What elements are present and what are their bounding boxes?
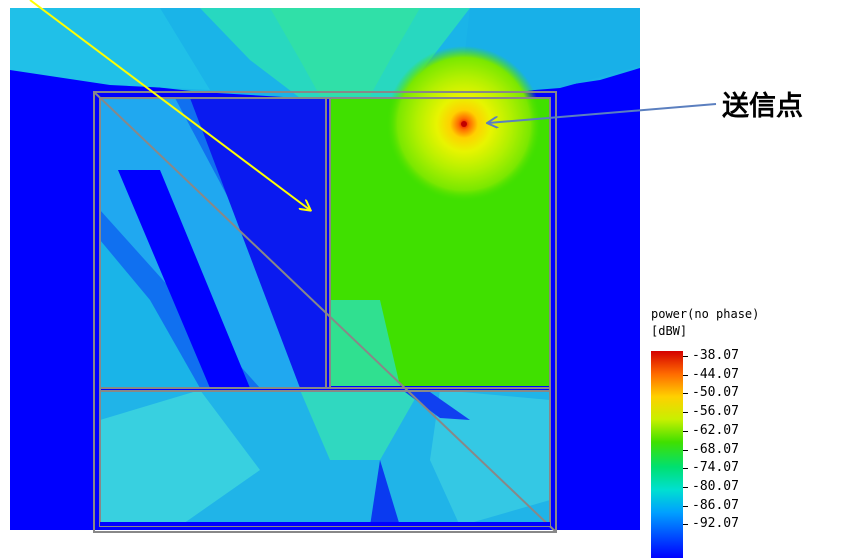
legend-tick — [683, 393, 688, 395]
left-room-light-band — [100, 240, 200, 388]
left-room-dark-band — [118, 170, 250, 388]
bottom-room-teal — [300, 390, 420, 460]
legend-value: -68.07 — [692, 441, 739, 457]
outside-left-cyan — [10, 8, 210, 90]
legend-value: -62.07 — [692, 422, 739, 438]
legend-value: -74.07 — [692, 460, 739, 476]
right-room-teal — [330, 300, 400, 386]
legend-tick — [683, 486, 688, 488]
legend-tick — [683, 468, 688, 470]
transmitter-point — [461, 121, 467, 127]
legend-value: -38.07 — [692, 348, 739, 363]
legend-title-line2: [dBW] — [651, 324, 688, 338]
legend-value: -56.07 — [692, 404, 739, 420]
bottom-room-light-right — [430, 390, 550, 526]
legend-tick — [683, 524, 688, 526]
legend-tick — [683, 374, 688, 376]
bottom-room-light — [100, 390, 260, 526]
yellow-arrow — [29, 0, 310, 210]
legend-tick — [683, 449, 688, 451]
legend-value: -92.07 — [692, 516, 739, 532]
legend-tick — [683, 356, 688, 357]
left-room-blue-right — [190, 98, 326, 388]
bottom-room-dark — [370, 460, 400, 526]
legend-value: -44.07 — [692, 366, 739, 382]
legend-title: power(no phase) [dBW] — [651, 306, 759, 340]
legend-value: -86.07 — [692, 497, 739, 513]
outside-top-green — [270, 8, 420, 96]
bottom-room-darkline — [405, 392, 470, 420]
legend-value: -50.07 — [692, 385, 739, 401]
legend-title-line1: power(no phase) — [651, 307, 760, 321]
legend-tick — [683, 430, 688, 432]
legend-tick — [683, 412, 688, 414]
legend-tick — [683, 505, 688, 507]
legend-value: -80.07 — [692, 478, 739, 494]
transmitter-label: 送信点 — [722, 91, 803, 122]
bottom-wall-blue — [100, 522, 550, 526]
blue-arrow — [488, 103, 717, 123]
legend-colorbar — [651, 351, 683, 558]
